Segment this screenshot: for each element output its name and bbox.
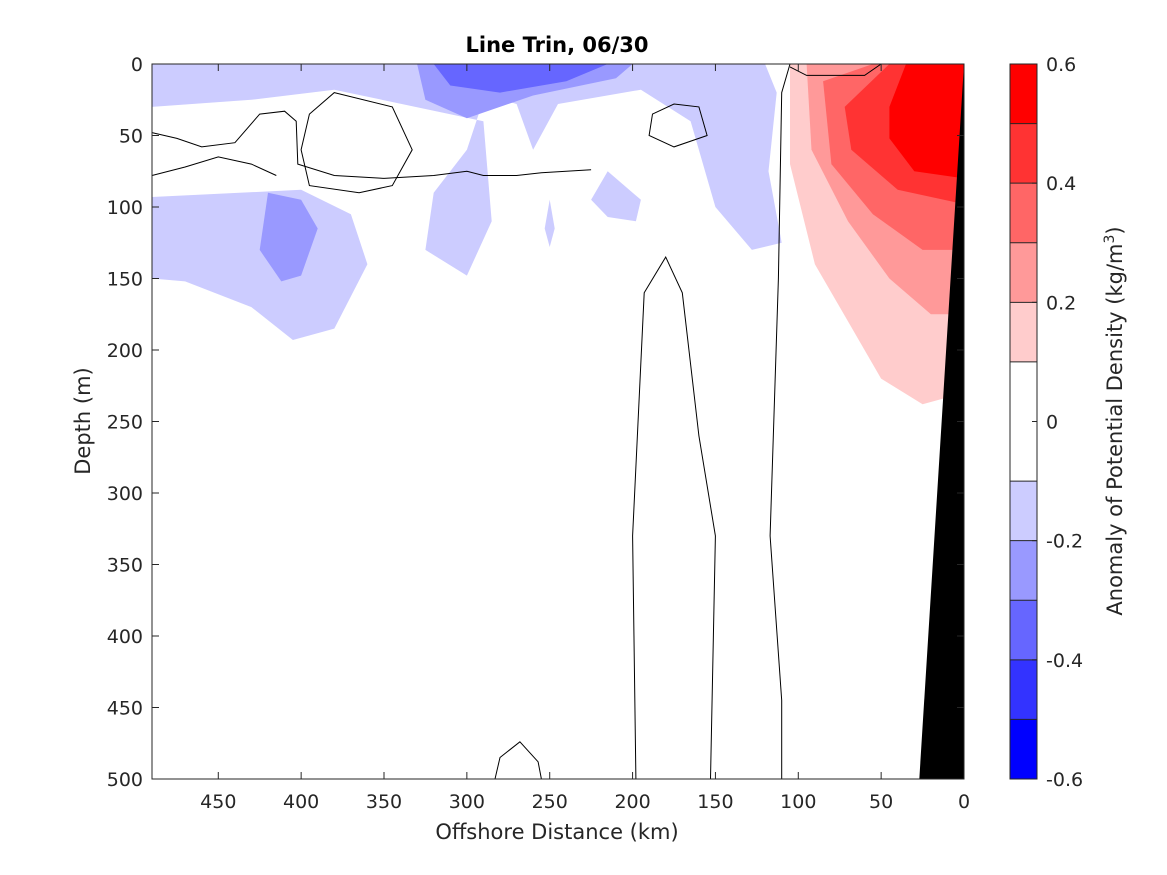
colorbar-swatch-10 — [1010, 64, 1037, 124]
y-tick-label-500: 500 — [107, 769, 143, 791]
y-tick-label-200: 200 — [107, 340, 143, 362]
contour-region-14 — [889, 64, 964, 179]
chart-title: Line Trin, 06/30 — [465, 33, 648, 57]
y-tick-label-0: 0 — [131, 54, 143, 76]
y-tick-label-250: 250 — [107, 412, 143, 434]
zero-contour-1 — [151, 156, 277, 176]
colorbar-swatch-3 — [1010, 540, 1037, 601]
colorbar-swatch-2 — [1010, 600, 1037, 660]
x-tick-label-400: 400 — [283, 791, 319, 813]
x-tick-label-350: 350 — [366, 791, 402, 813]
colorbar-swatch-1 — [1010, 659, 1037, 720]
colorbar-swatch-8 — [1010, 183, 1037, 243]
colorbar-swatch-6 — [1010, 302, 1037, 362]
x-tick-label-100: 100 — [780, 791, 816, 813]
colorbar-label: Anomaly of Potential Density (kg/m3) — [1102, 226, 1127, 615]
colorbar-tick-label-0: 0.6 — [1046, 54, 1076, 76]
plot-area: 450 400 350 300 250 200 150 100 50 0 050100150200… — [107, 54, 970, 813]
colorbar-ticks: 0.6 0.4 0.2 0 -0.2 -0.4 -0.6 — [1032, 54, 1083, 791]
colorbar-tick-label-3: 0 — [1046, 412, 1058, 434]
x-tick-label-200: 200 — [614, 791, 650, 813]
contour-region-3 — [591, 171, 641, 222]
zero-contour-lines — [151, 63, 882, 780]
x-tick-label-150: 150 — [697, 791, 733, 813]
zero-contour-3 — [648, 103, 708, 148]
colorbar-swatch-0 — [1010, 719, 1037, 779]
y-tick-label-400: 400 — [107, 626, 143, 648]
colorbar-label-main: Anomaly of Potential Density (kg/m — [1103, 244, 1127, 616]
bathymetry-shelf — [919, 64, 964, 779]
contour-region-4 — [544, 199, 555, 247]
colorbar-label-superscript: 3 — [1102, 235, 1118, 244]
zero-contour-6 — [632, 256, 716, 780]
bathymetry-layer — [919, 64, 964, 779]
colorbar-tick-label-1: 0.4 — [1046, 173, 1076, 195]
filled-contour-regions — [152, 64, 964, 405]
x-tick-label-250: 250 — [532, 791, 568, 813]
x-tick-label-300: 300 — [449, 791, 485, 813]
colorbar-tick-label-2: 0.2 — [1046, 292, 1076, 314]
zero-contour-0 — [151, 110, 592, 179]
colorbar-swatch-4 — [1010, 481, 1037, 541]
y-tick-label-350: 350 — [107, 555, 143, 577]
colorbar-tick-label-6: -0.6 — [1046, 769, 1083, 791]
zero-contour-7 — [494, 741, 542, 780]
colorbar-label-end: ) — [1103, 226, 1127, 234]
colorbar-swatch-9 — [1010, 123, 1037, 184]
colorbar-swatch-7 — [1010, 242, 1037, 303]
x-axis-ticks: 450 400 350 300 250 200 150 100 50 0 — [200, 64, 970, 813]
zero-contour-2 — [300, 92, 413, 194]
x-tick-label-50: 50 — [869, 791, 893, 813]
y-axis-label: Depth (m) — [71, 367, 95, 474]
y-tick-label-100: 100 — [107, 197, 143, 219]
y-tick-label-300: 300 — [107, 483, 143, 505]
y-axis-ticks: 0 50 100 150 200 250 300 350 400 450 500 — [107, 54, 964, 791]
contour-region-5 — [259, 192, 318, 282]
colorbar-tick-label-5: -0.4 — [1046, 650, 1083, 672]
y-tick-label-50: 50 — [119, 126, 143, 148]
y-tick-label-450: 450 — [107, 698, 143, 720]
zero-contour-4 — [769, 63, 791, 779]
x-tick-label-0: 0 — [958, 791, 970, 813]
x-axis-label: Offshore Distance (km) — [435, 820, 678, 844]
y-tick-label-150: 150 — [107, 269, 143, 291]
contour-region-2 — [466, 64, 782, 250]
contour-region-7 — [433, 64, 608, 93]
zero-contour-5 — [789, 63, 882, 76]
colorbar-swatches — [1010, 64, 1037, 779]
colorbar: 0.6 0.4 0.2 0 -0.2 -0.4 -0.6 Anomaly of Potent… — [1009, 54, 1127, 791]
x-tick-label-450: 450 — [200, 791, 236, 813]
colorbar-tick-label-4: -0.2 — [1046, 531, 1083, 553]
